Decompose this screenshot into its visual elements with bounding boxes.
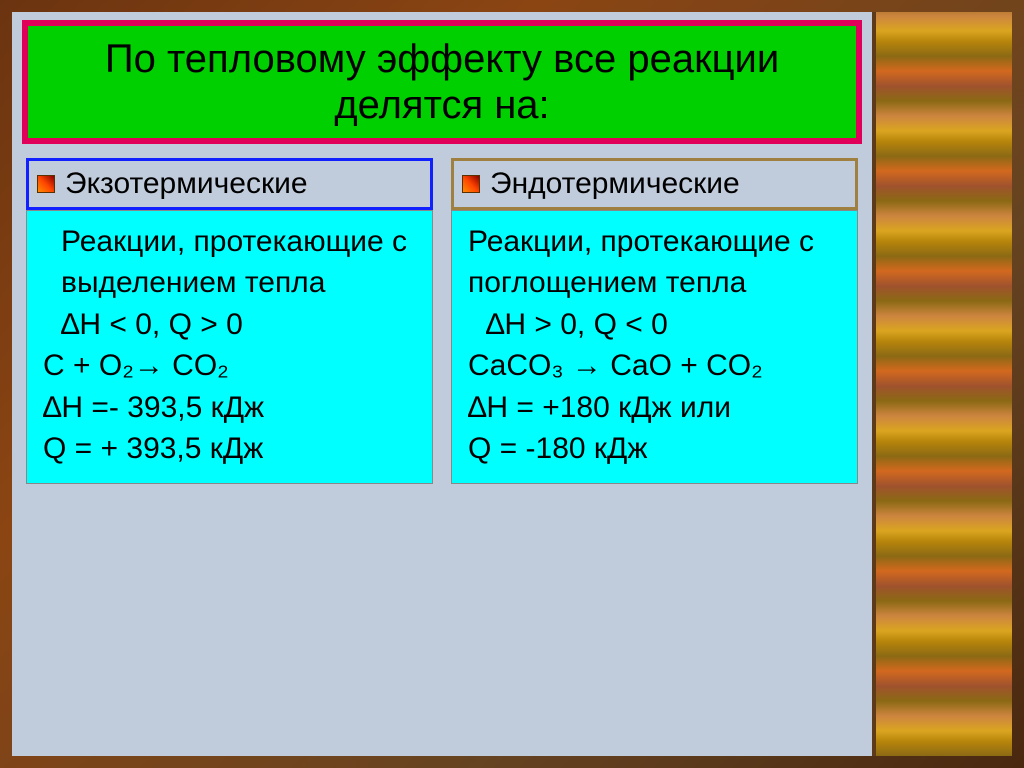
right-line-3: ∆H = +180 кДж или [464,387,845,428]
left-column: Экзотермические Реакции, протекающие с в… [26,158,433,484]
left-header: Экзотермические [26,158,433,210]
left-line-1: ∆H < 0, Q > 0 [39,304,420,345]
columns-container: Экзотермические Реакции, протекающие с в… [12,158,872,484]
right-line-0: Реакции, протекающие с поглощением тепла [464,221,845,304]
slide-frame: По тепловому эффекту все реакции делятся… [0,0,1024,768]
left-line-3: ∆H =- 393,5 кДж [39,387,420,428]
right-line-2: CaCO₃ → CaO + CO₂ [464,345,845,386]
right-body: Реакции, протекающие с поглощением тепла… [451,210,858,484]
decorative-pattern [872,12,1012,756]
left-line-0: Реакции, протекающие с выделением тепла [39,221,420,304]
bullet-icon [462,175,480,193]
title-box: По тепловому эффекту все реакции делятся… [22,20,862,144]
slide-content: По тепловому эффекту все реакции делятся… [12,12,872,756]
left-header-text: Экзотермические [65,167,308,201]
right-line-4: Q = -180 кДж [464,428,845,469]
left-body: Реакции, протекающие с выделением тепла … [26,210,433,484]
right-header-text: Эндотермические [490,167,740,201]
left-line-2: C + O₂→ CO₂ [39,345,420,386]
bullet-icon [37,175,55,193]
right-column: Эндотермические Реакции, протекающие с п… [451,158,858,484]
slide-title: По тепловому эффекту все реакции делятся… [40,36,844,128]
right-header: Эндотермические [451,158,858,210]
left-line-4: Q = + 393,5 кДж [39,428,420,469]
right-line-1: ∆H > 0, Q < 0 [464,304,845,345]
